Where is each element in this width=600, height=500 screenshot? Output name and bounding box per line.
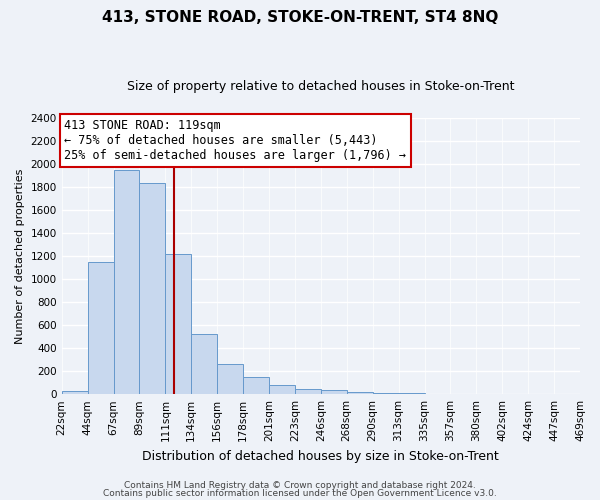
Bar <box>139 184 166 394</box>
Bar <box>217 364 243 394</box>
Bar <box>269 385 295 394</box>
Bar <box>373 393 398 394</box>
Text: 413, STONE ROAD, STOKE-ON-TRENT, ST4 8NQ: 413, STONE ROAD, STOKE-ON-TRENT, ST4 8NQ <box>102 10 498 25</box>
Bar <box>113 170 139 394</box>
Y-axis label: Number of detached properties: Number of detached properties <box>15 168 25 344</box>
X-axis label: Distribution of detached houses by size in Stoke-on-Trent: Distribution of detached houses by size … <box>142 450 499 462</box>
Text: Contains public sector information licensed under the Open Government Licence v3: Contains public sector information licen… <box>103 488 497 498</box>
Bar <box>62 392 88 394</box>
Text: 413 STONE ROAD: 119sqm
← 75% of detached houses are smaller (5,443)
25% of semi-: 413 STONE ROAD: 119sqm ← 75% of detached… <box>64 119 406 162</box>
Bar <box>88 262 113 394</box>
Bar <box>243 378 269 394</box>
Bar <box>166 254 191 394</box>
Bar <box>191 334 217 394</box>
Bar <box>295 388 321 394</box>
Bar <box>347 392 373 394</box>
Bar <box>321 390 347 394</box>
Title: Size of property relative to detached houses in Stoke-on-Trent: Size of property relative to detached ho… <box>127 80 515 93</box>
Text: Contains HM Land Registry data © Crown copyright and database right 2024.: Contains HM Land Registry data © Crown c… <box>124 481 476 490</box>
